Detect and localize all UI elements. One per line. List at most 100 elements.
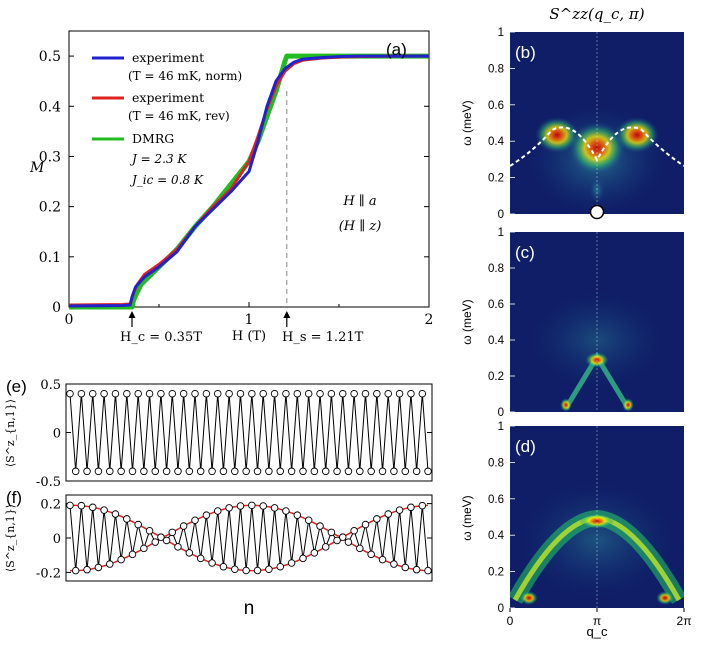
panel-a: 0 0.1 0.2 0.3 0.4 0.5 0 1 2 (a) M H (T) H ∥ a (H… (29, 30, 434, 345)
spin-point (418, 389, 427, 398)
spin-point (83, 467, 91, 476)
heat-ytick-label: 0.4 (488, 136, 505, 148)
spin-point (361, 520, 370, 529)
d-xtick-label: 0 (507, 614, 514, 628)
series-line-0 (68, 54, 429, 308)
spin-point (213, 389, 222, 398)
panel-d-ylabel: ω (meV) (460, 495, 474, 540)
spin-point (265, 467, 273, 476)
spin-zigzag (69, 505, 429, 571)
spin-point (299, 467, 307, 476)
panel-e-data (66, 389, 432, 476)
spin-point (378, 555, 387, 564)
spin-point (373, 515, 381, 523)
spin-point (253, 467, 262, 476)
series-line-1 (68, 54, 429, 307)
panel-b-label: (b) (515, 43, 536, 62)
panel-a-label: (a) (386, 40, 407, 59)
a-xtick-label: 2 (425, 312, 434, 328)
spin-point (407, 503, 415, 512)
spin-point (179, 389, 188, 398)
heat-ytick-label: 0.4 (488, 530, 505, 542)
panel-c-ylabel: ω (meV) (460, 299, 474, 344)
spin-point (77, 389, 86, 398)
spin-point (333, 536, 341, 545)
spin-point (236, 502, 245, 510)
spin-point (293, 511, 302, 519)
spin-zigzag (69, 393, 429, 472)
spin-point (202, 389, 211, 398)
spin-point (276, 562, 285, 571)
heat-ytick-label: 0.2 (488, 567, 504, 579)
a-ytick-label: 0.5 (39, 49, 61, 65)
spin-point (373, 389, 381, 398)
spin-point (111, 510, 120, 518)
spin-point (248, 501, 256, 510)
spin-point (88, 503, 97, 512)
spin-point (231, 467, 239, 476)
panel-d-label: (d) (515, 437, 536, 456)
spin-point (327, 389, 336, 398)
panel-a-legend: experiment (T = 46 mK, norm) experiment … (92, 50, 242, 187)
heat-ytick-label: 0 (498, 603, 504, 615)
spin-point (106, 467, 114, 476)
spin-point (339, 389, 347, 398)
spin-point (106, 560, 114, 568)
panel-a-series (68, 53, 429, 310)
legend-param-jic: J_ic = 0.8 K (129, 173, 204, 187)
spin-point (100, 506, 108, 514)
heat-ytick-label: 0.2 (488, 173, 504, 185)
panel-c-ticks: 0 0.2 0.4 0.6 0.8 1 (488, 227, 515, 419)
spin-point (174, 543, 182, 551)
legend-detail-exp-norm: (T = 46 mK, norm) (128, 69, 242, 83)
spin-point (219, 467, 228, 476)
heat-ytick-label: 0.6 (488, 100, 504, 112)
panel-b: (b) 0 0.2 0.4 0.6 0.8 1 ω (meV) (460, 27, 684, 221)
spin-point (202, 511, 211, 519)
panel-d: (d) 0 0.2 0.4 0.6 0.8 1 ω (meV) 0 π 2π q_c (460, 421, 691, 639)
panel-f-ticks: 0.2 0 -0.2 (36, 498, 432, 581)
hc-label: H_c = 0.35T (120, 330, 202, 345)
spin-point (316, 522, 324, 530)
spin-point (248, 389, 256, 398)
panel-a-ylabel: M (29, 160, 45, 176)
legend-param-j: J = 2.3 K (129, 152, 187, 166)
panel-d-peak-right (656, 591, 674, 605)
ytick-label: 0 (53, 427, 61, 442)
spin-point (225, 504, 233, 512)
panel-b-peak-right (615, 117, 659, 153)
spin-point (390, 467, 398, 476)
spin-point (321, 467, 330, 476)
panel-b-ylabel: ω (meV) (460, 100, 474, 145)
panel-d-peak-left (520, 591, 538, 605)
panel-c-peak-right (622, 398, 634, 412)
spin-point (196, 467, 205, 476)
panel-b-bragg-peak (589, 204, 605, 220)
spin-point (395, 389, 404, 398)
panel-a-ticks: 0 0.1 0.2 0.3 0.4 0.5 0 1 2 (39, 49, 434, 328)
spin-point (174, 467, 182, 476)
heat-ytick-label: 1 (498, 421, 504, 433)
spin-point (66, 501, 74, 510)
heat-ytick-label: 0.4 (488, 335, 505, 347)
panel-a-critical-fields (128, 91, 291, 327)
spin-point (140, 467, 148, 476)
spin-point (401, 563, 410, 572)
a-xtick-label: 0 (65, 312, 74, 328)
panel-d-ticks: 0 0.2 0.4 0.6 0.8 1 (488, 421, 515, 615)
critical-arrowhead-0 (128, 311, 136, 318)
spin-point (100, 389, 108, 398)
d-xtick-label: π (593, 614, 601, 628)
spin-point (344, 538, 353, 546)
spin-point (276, 467, 285, 476)
legend-label-dmrg: DMRG (132, 131, 174, 146)
spin-point (253, 566, 262, 575)
spin-point (151, 467, 159, 476)
spin-point (401, 467, 410, 476)
spin-point (157, 389, 165, 398)
spin-point (151, 538, 159, 546)
spin-point (287, 559, 296, 567)
heat-ytick-label: 0.8 (488, 263, 504, 275)
spin-point (350, 526, 358, 535)
spin-point (327, 528, 336, 537)
